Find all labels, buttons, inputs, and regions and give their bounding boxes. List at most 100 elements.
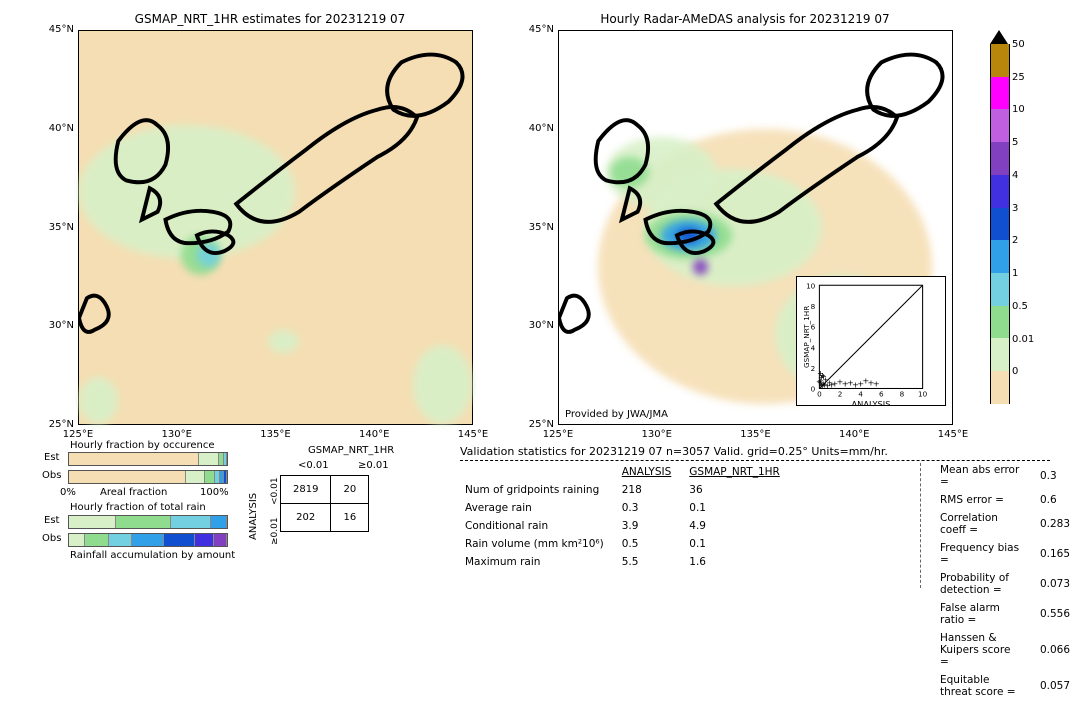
xtick: 140°E xyxy=(834,429,874,440)
occurrence-bar-est xyxy=(68,452,228,466)
colorbar-label: 0.5 xyxy=(1012,301,1028,312)
ytick: 45°N xyxy=(514,24,554,35)
stat-label: Conditional rain xyxy=(457,518,612,534)
colorbar-label: 25 xyxy=(1012,72,1025,83)
ct-cell: 20 xyxy=(331,476,369,504)
metric-label: Frequency bias = xyxy=(932,540,1030,568)
occurrence-axis-left: 0% xyxy=(60,487,76,498)
validation-table: ANALYSISGSMAP_NRT_1HRNum of gridpoints r… xyxy=(455,462,790,572)
stat-label: Average rain xyxy=(457,500,612,516)
occurrence-axis-label: Areal fraction xyxy=(100,487,167,498)
bar-seg xyxy=(195,534,214,546)
contingency-col0: <0.01 xyxy=(298,460,329,471)
stat-val: 0.1 xyxy=(681,500,788,516)
bar-seg xyxy=(116,516,171,528)
colorbar-label: 5 xyxy=(1012,137,1018,148)
colorbar-label: 0.01 xyxy=(1012,334,1034,345)
contingency-row-header: ANALYSIS xyxy=(248,493,259,540)
map-attribution: Provided by JWA/JMA xyxy=(565,409,668,420)
stat-val: 0.1 xyxy=(681,536,788,552)
metric-label: RMS error = xyxy=(932,492,1030,508)
ytick: 40°N xyxy=(514,123,554,134)
colorbar-seg xyxy=(990,77,1010,110)
colorbar-under xyxy=(990,404,1008,418)
ytick: 40°N xyxy=(34,123,74,134)
stat-label: Maximum rain xyxy=(457,554,612,570)
bar-seg xyxy=(199,453,218,465)
metric-label: Correlation coeff = xyxy=(932,510,1030,538)
xtick: 140°E xyxy=(354,429,394,440)
map-title-left: GSMAP_NRT_1HR estimates for 20231219 07 xyxy=(70,12,470,26)
metric-val: 0.073 xyxy=(1032,570,1078,598)
svg-text:ANALYSIS: ANALYSIS xyxy=(852,399,891,405)
metric-val: 0.6 xyxy=(1032,492,1078,508)
colorbar-label: 4 xyxy=(1012,170,1018,181)
stat-label: Num of gridpoints raining xyxy=(457,482,612,498)
ct-cell: 16 xyxy=(331,504,369,532)
xtick: 135°E xyxy=(256,429,296,440)
metric-label: Probability of detection = xyxy=(932,570,1030,598)
colorbar-seg xyxy=(990,109,1010,142)
colorbar-seg xyxy=(990,306,1010,339)
svg-text:4: 4 xyxy=(858,390,863,399)
xtick: 145°E xyxy=(453,429,493,440)
svg-text:8: 8 xyxy=(900,390,905,399)
contingency-table: 28192020216 xyxy=(280,475,369,532)
xtick: 135°E xyxy=(736,429,776,440)
ytick: 35°N xyxy=(34,222,74,233)
bar-seg xyxy=(69,471,186,483)
occurrence-title: Hourly fraction by occurence xyxy=(70,440,214,451)
metric-val: 0.057 xyxy=(1032,672,1078,700)
metric-val: 0.556 xyxy=(1032,600,1078,628)
stat-val: 3.9 xyxy=(614,518,680,534)
bar-seg xyxy=(214,534,227,546)
bar-seg xyxy=(69,534,85,546)
ct-cell: 202 xyxy=(281,504,331,532)
colorbar-seg xyxy=(990,273,1010,306)
contingency-row0: <0.01 xyxy=(270,477,280,505)
totalrain-est-label: Est xyxy=(44,515,59,526)
colorbar-seg xyxy=(990,338,1010,371)
metric-label: Hanssen & Kuipers score = xyxy=(932,630,1030,670)
validation-header: Validation statistics for 20231219 07 n=… xyxy=(460,445,888,458)
metric-val: 0.165 xyxy=(1032,540,1078,568)
totalrain-footer: Rainfall accumulation by amount xyxy=(70,550,235,561)
colorbar-seg xyxy=(990,175,1010,208)
bar-seg xyxy=(186,471,205,483)
stat-val: 0.5 xyxy=(614,536,680,552)
bar-seg xyxy=(109,534,133,546)
metric-label: Equitable threat score = xyxy=(932,672,1030,700)
stat-val: 5.5 xyxy=(614,554,680,570)
stat-label: Rain volume (mm km²10⁶) xyxy=(457,536,612,552)
occurrence-est-label: Est xyxy=(44,452,59,463)
colorbar-label: 50 xyxy=(1012,39,1025,50)
svg-text:8: 8 xyxy=(811,302,816,311)
occurrence-obs-label: Obs xyxy=(42,470,61,481)
totalrain-obs-label: Obs xyxy=(42,533,61,544)
svg-text:2: 2 xyxy=(838,390,843,399)
totalrain-title: Hourly fraction of total rain xyxy=(70,502,206,513)
stat-val: 1.6 xyxy=(681,554,788,570)
svg-text:0: 0 xyxy=(811,385,816,394)
svg-text:6: 6 xyxy=(879,390,884,399)
metric-label: Mean abs error = xyxy=(932,462,1030,490)
colorbar-label: 0 xyxy=(1012,366,1018,377)
ytick: 35°N xyxy=(514,222,554,233)
contingency-col-header: GSMAP_NRT_1HR xyxy=(308,445,394,456)
totalrain-bar-est xyxy=(68,515,228,529)
metric-val: 0.066 xyxy=(1032,630,1078,670)
right-map-panel: Provided by JWA/JMA ++++++++++++++++++++… xyxy=(558,30,953,425)
bar-seg xyxy=(211,516,227,528)
colorbar: 502510543210.50.010 xyxy=(990,30,1010,418)
svg-text:+: + xyxy=(873,378,880,388)
occurrence-bar-obs xyxy=(68,470,228,484)
stat-val: 218 xyxy=(614,482,680,498)
xtick: 125°E xyxy=(58,429,98,440)
divider-vert xyxy=(920,463,921,588)
xtick: 125°E xyxy=(538,429,578,440)
xtick: 145°E xyxy=(933,429,973,440)
occurrence-axis-right: 100% xyxy=(200,487,229,498)
svg-text:6: 6 xyxy=(811,323,816,332)
map-title-right: Hourly Radar-AMeDAS analysis for 2023121… xyxy=(545,12,945,26)
svg-text:0: 0 xyxy=(817,390,822,399)
